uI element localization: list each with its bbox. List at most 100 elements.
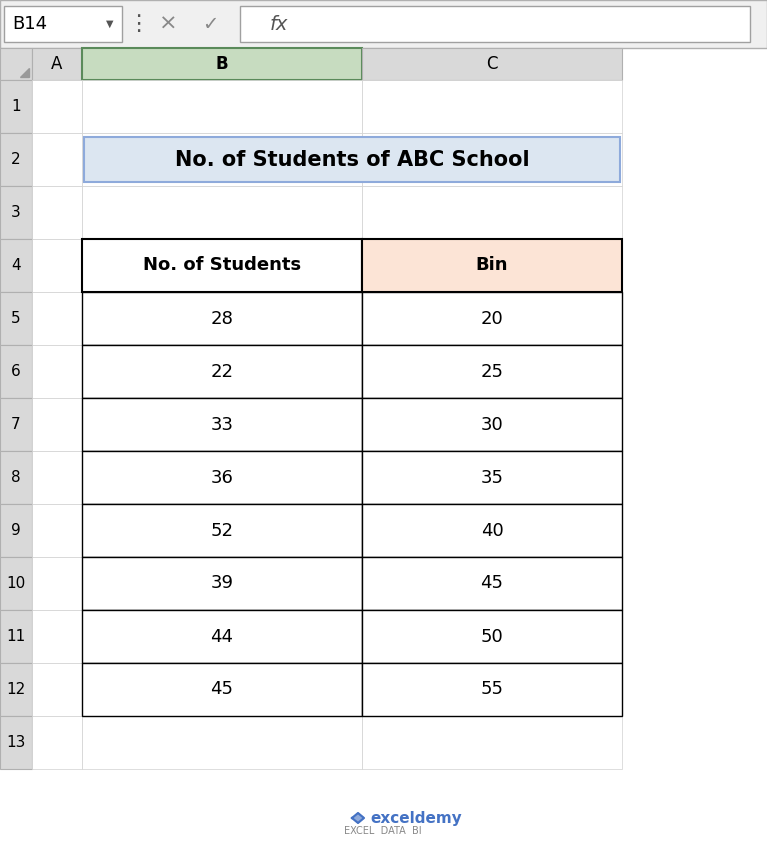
- Bar: [0, 663, 32, 716]
- Bar: [82, 610, 362, 663]
- Bar: [362, 610, 622, 663]
- Bar: [32, 610, 82, 663]
- Bar: [32, 451, 82, 504]
- Text: EXCEL  DATA  BI: EXCEL DATA BI: [344, 826, 422, 836]
- Bar: [82, 292, 362, 345]
- Bar: [362, 504, 622, 557]
- Bar: [0, 133, 32, 186]
- Bar: [82, 610, 362, 663]
- Bar: [82, 504, 362, 557]
- Bar: [82, 398, 362, 451]
- Text: 45: 45: [210, 681, 233, 698]
- Bar: [82, 398, 362, 451]
- Bar: [362, 239, 622, 292]
- Bar: [362, 398, 622, 451]
- Bar: [82, 663, 362, 716]
- Bar: [82, 557, 362, 610]
- Text: B14: B14: [12, 15, 47, 33]
- Bar: [0, 186, 32, 239]
- Bar: [362, 557, 622, 610]
- Text: No. of Students of ABC School: No. of Students of ABC School: [175, 150, 529, 169]
- Bar: [82, 48, 362, 80]
- Bar: [32, 716, 82, 769]
- Bar: [362, 716, 622, 769]
- Bar: [32, 239, 82, 292]
- Bar: [82, 239, 362, 292]
- Bar: [82, 345, 362, 398]
- Bar: [32, 133, 82, 186]
- Bar: [4, 6, 122, 42]
- Bar: [0, 0, 767, 48]
- Text: 3: 3: [12, 205, 21, 220]
- Text: 55: 55: [480, 681, 503, 698]
- Bar: [82, 186, 362, 239]
- Bar: [362, 451, 622, 504]
- Polygon shape: [352, 813, 364, 823]
- Text: 39: 39: [210, 574, 233, 592]
- Text: 9: 9: [12, 523, 21, 538]
- Text: 2: 2: [12, 152, 21, 167]
- Bar: [0, 451, 32, 504]
- Bar: [82, 345, 362, 398]
- Bar: [362, 133, 622, 186]
- Text: 10: 10: [6, 576, 25, 591]
- Bar: [84, 137, 620, 182]
- Text: Bin: Bin: [476, 257, 509, 275]
- Bar: [0, 398, 32, 451]
- Bar: [32, 504, 82, 557]
- Polygon shape: [20, 68, 29, 77]
- Bar: [240, 6, 750, 42]
- Text: 35: 35: [480, 468, 503, 486]
- Bar: [362, 451, 622, 504]
- Bar: [362, 80, 622, 133]
- Bar: [82, 80, 362, 133]
- Bar: [82, 292, 362, 345]
- Text: 45: 45: [480, 574, 503, 592]
- Bar: [82, 133, 362, 186]
- Bar: [82, 557, 362, 610]
- Bar: [82, 504, 362, 557]
- Text: C: C: [486, 55, 498, 73]
- Bar: [362, 292, 622, 345]
- Bar: [82, 451, 362, 504]
- Text: A: A: [51, 55, 63, 73]
- Text: 33: 33: [210, 415, 233, 433]
- Bar: [32, 398, 82, 451]
- Text: 30: 30: [481, 415, 503, 433]
- Bar: [362, 557, 622, 610]
- Bar: [0, 80, 32, 133]
- Bar: [362, 292, 622, 345]
- Text: 52: 52: [210, 521, 233, 539]
- Bar: [32, 557, 82, 610]
- Text: 13: 13: [6, 735, 25, 750]
- Bar: [362, 610, 622, 663]
- Text: fx: fx: [270, 15, 288, 33]
- Text: 44: 44: [210, 627, 233, 645]
- Bar: [0, 48, 32, 80]
- Text: exceldemy: exceldemy: [370, 811, 462, 825]
- Text: 7: 7: [12, 417, 21, 432]
- Text: 25: 25: [480, 362, 503, 381]
- Bar: [32, 186, 82, 239]
- Bar: [0, 292, 32, 345]
- Text: B: B: [216, 55, 229, 73]
- Bar: [32, 48, 82, 80]
- Text: 6: 6: [12, 364, 21, 379]
- Text: 4: 4: [12, 258, 21, 273]
- Text: No. of Students: No. of Students: [143, 257, 301, 275]
- Text: 28: 28: [211, 310, 233, 328]
- Text: 22: 22: [210, 362, 233, 381]
- Bar: [0, 610, 32, 663]
- Bar: [32, 663, 82, 716]
- Bar: [32, 292, 82, 345]
- Bar: [32, 80, 82, 133]
- Text: 5: 5: [12, 311, 21, 326]
- Bar: [0, 557, 32, 610]
- Text: 20: 20: [481, 310, 503, 328]
- Text: 11: 11: [6, 629, 25, 644]
- Bar: [0, 239, 32, 292]
- Text: ×: ×: [159, 14, 177, 34]
- Bar: [0, 716, 32, 769]
- Text: 40: 40: [481, 521, 503, 539]
- Bar: [82, 663, 362, 716]
